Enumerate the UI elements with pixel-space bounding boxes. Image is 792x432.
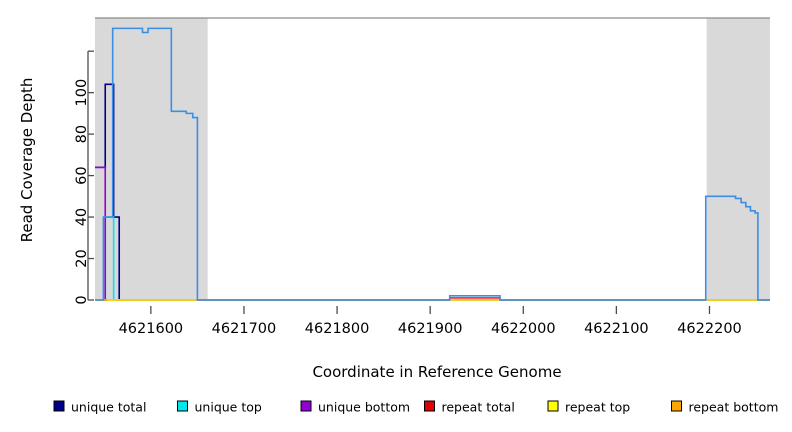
legend-item-repeat-top[interactable]: repeat top (547, 400, 630, 415)
legend-swatch (177, 400, 188, 412)
legend-label: unique total (71, 400, 146, 415)
legend-item-unique-total[interactable]: unique total (53, 400, 146, 415)
legend-item-repeat-total[interactable]: repeat total (424, 400, 515, 415)
x-tick-label: 4621800 (305, 321, 370, 337)
x-axis-title: Coordinate in Reference Genome (312, 363, 561, 381)
legend-label: unique top (195, 400, 262, 415)
x-tick-label: 4621700 (212, 321, 277, 337)
y-tick-label: 60 (74, 166, 90, 184)
legend-swatch (300, 400, 312, 412)
axis-label-layer: Read Coverage Depth Coordinate in Refere… (18, 78, 562, 381)
legend-swatch (53, 400, 65, 412)
legend-item-unique-top[interactable]: unique top (177, 400, 262, 415)
legend-item-unique-bottom[interactable]: unique bottom (300, 400, 410, 415)
y-tick-label: 0 (74, 295, 90, 304)
y-tick-label: 100 (74, 79, 90, 107)
x-tick-label: 4621900 (398, 321, 463, 337)
legend-item-repeat-bottom[interactable]: repeat bottom (671, 400, 779, 415)
x-tick-label: 4622000 (491, 321, 556, 337)
y-tick-label: 20 (74, 249, 90, 267)
x-tick-label: 4621600 (119, 321, 184, 337)
legend-label: repeat bottom (689, 400, 779, 415)
series-combined-coverage (95, 27, 770, 301)
series-unique-total (95, 83, 770, 301)
x-tick-label: 4622200 (677, 321, 742, 337)
data-series-layer (95, 27, 770, 301)
x-tick-label: 4622100 (584, 321, 649, 337)
y-tick-label: 40 (74, 208, 90, 226)
legend-swatch (671, 400, 682, 412)
y-tick-label: 80 (74, 125, 90, 143)
legend-swatch (424, 400, 435, 412)
y-axis-title: Read Coverage Depth (18, 78, 36, 243)
right-repeat-region (706, 18, 770, 300)
legend-label: repeat total (442, 400, 515, 415)
legend-label: repeat top (565, 400, 630, 415)
legend-swatch (547, 400, 559, 412)
axis-layer: 0 20 40 60 80 100 4621600 4621700 4621800 4621900… (74, 50, 742, 337)
legend: unique total unique top unique bottom repea… (53, 400, 779, 415)
legend-label: unique bottom (318, 400, 410, 415)
